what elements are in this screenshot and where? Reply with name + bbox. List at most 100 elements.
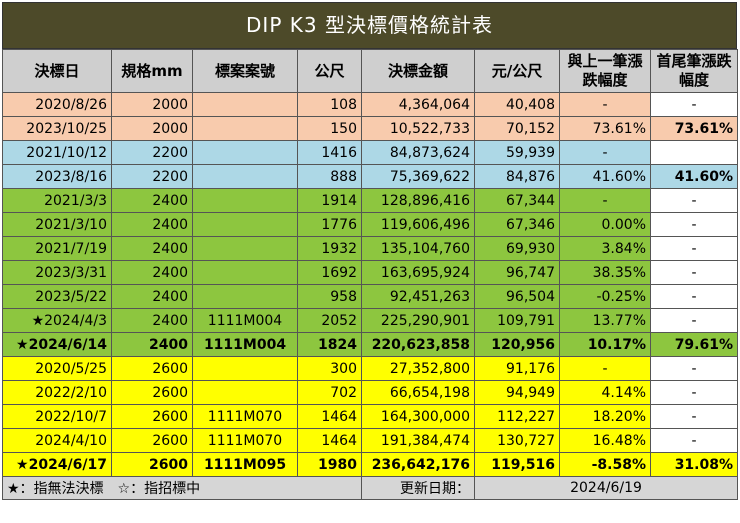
cell-change-prev: -0.25% (559, 284, 651, 309)
cell-spec: 2400 (111, 236, 193, 261)
cell-change-total: - (650, 284, 738, 309)
cell-spec: 2400 (111, 260, 193, 285)
cell-meters: 1824 (297, 332, 362, 357)
table-row: 2021/3/3 2400 1914 128,896,416 67,344- - (2, 188, 738, 213)
cell-date: ★2024/6/17 (2, 452, 112, 477)
table-row: 2020/8/26 2000 108 4,364,064 40,408- - (2, 92, 738, 117)
table-title: DIP K3 型決標價格統計表 (2, 2, 737, 49)
cell-case (192, 188, 298, 213)
cell-date: 2021/3/3 (2, 188, 112, 213)
cell-meters: 1932 (297, 236, 362, 261)
table-body: 2020/8/26 2000 108 4,364,064 40,408- -2023/10… (2, 92, 738, 477)
cell-amount: 163,695,924 (361, 260, 475, 285)
table-row: 2021/3/10 2400 1776 119,606,496 67,346 0.00% - (2, 212, 738, 237)
cell-change-prev: -8.58% (559, 452, 651, 477)
footer-row: ★：指無法決標 ☆：指招標中 更新日期： 2024/6/19 (2, 476, 738, 500)
cell-case: 1111M095 (192, 452, 298, 477)
cell-amount: 66,654,198 (361, 380, 475, 405)
cell-amount: 220,623,858 (361, 332, 475, 357)
cell-per-meter: 120,956 (474, 332, 560, 357)
table-row: 2023/10/25 2000 150 10,522,733 70,152 73.61% 7… (2, 116, 738, 141)
cell-amount: 75,369,622 (361, 164, 475, 189)
cell-change-total: - (650, 260, 738, 285)
cell-amount: 92,451,263 (361, 284, 475, 309)
cell-change-total: - (650, 380, 738, 405)
cell-date: 2023/8/16 (2, 164, 112, 189)
cell-case: 1111M070 (192, 404, 298, 429)
cell-amount: 27,352,800 (361, 356, 475, 381)
cell-change-prev: 38.35% (559, 260, 651, 285)
cell-change-total: 41.60% (650, 164, 738, 189)
cell-amount: 4,364,064 (361, 92, 475, 117)
cell-meters: 1776 (297, 212, 362, 237)
cell-change-prev: 3.84% (559, 236, 651, 261)
cell-amount: 191,384,474 (361, 428, 475, 453)
table-row: 2023/3/31 2400 1692 163,695,924 96,747 38.35%… (2, 260, 738, 285)
cell-spec: 2200 (111, 140, 193, 165)
cell-amount: 10,522,733 (361, 116, 475, 141)
cell-spec: 2600 (111, 428, 193, 453)
cell-per-meter: 119,516 (474, 452, 560, 477)
header-meters: 公尺 (297, 49, 362, 93)
cell-date: 2023/10/25 (2, 116, 112, 141)
cell-case (192, 356, 298, 381)
cell-meters: 108 (297, 92, 362, 117)
update-label: 更新日期： (361, 476, 475, 500)
update-date: 2024/6/19 (474, 476, 738, 500)
cell-spec: 2000 (111, 92, 193, 117)
cell-meters: 300 (297, 356, 362, 381)
cell-change-prev: 41.60% (559, 164, 651, 189)
cell-change-total: - (650, 188, 738, 213)
cell-spec: 2600 (111, 404, 193, 429)
cell-change-total: - (650, 92, 738, 117)
cell-per-meter: 67,346 (474, 212, 560, 237)
cell-date: ★2024/4/3 (2, 308, 112, 333)
header-row: 決標日 規格mm 標案案號 公尺 決標金額 元/公尺 與上一筆漲跌幅度 首尾筆漲… (2, 49, 738, 93)
cell-date: 2021/7/19 (2, 236, 112, 261)
cell-case (192, 92, 298, 117)
header-change-prev: 與上一筆漲跌幅度 (559, 49, 651, 93)
cell-date: 2021/10/12 (2, 140, 112, 165)
cell-date: 2020/8/26 (2, 92, 112, 117)
cell-per-meter: 94,949 (474, 380, 560, 405)
cell-case (192, 260, 298, 285)
table-row: 2020/5/25 2600 300 27,352,800 91,176- - (2, 356, 738, 381)
header-date: 決標日 (2, 49, 112, 93)
table-row: 2024/4/10 2600 1111M070 1464 191,384,474 130,… (2, 428, 738, 453)
cell-per-meter: 96,747 (474, 260, 560, 285)
cell-per-meter: 109,791 (474, 308, 560, 333)
cell-spec: 2400 (111, 188, 193, 213)
cell-case: 1111M004 (192, 332, 298, 357)
cell-date: 2020/5/25 (2, 356, 112, 381)
cell-per-meter: 96,504 (474, 284, 560, 309)
cell-date: 2022/10/7 (2, 404, 112, 429)
table-row: 2023/5/22 2400 958 92,451,263 96,504 -0.25% - (2, 284, 738, 309)
cell-change-prev: - (559, 188, 651, 213)
legend-text: ★：指無法決標 ☆：指招標中 (2, 476, 362, 500)
cell-change-prev: 13.77% (559, 308, 651, 333)
table-row: 2021/10/12 2200 1416 84,873,624 59,939- (2, 140, 738, 165)
cell-spec: 2600 (111, 380, 193, 405)
cell-change-prev: 73.61% (559, 116, 651, 141)
cell-change-total (650, 140, 738, 165)
header-amount: 決標金額 (361, 49, 475, 93)
cell-change-prev: 10.17% (559, 332, 651, 357)
cell-change-total: 73.61% (650, 116, 738, 141)
header-change-total: 首尾筆漲跌幅度 (650, 49, 738, 93)
cell-change-total: - (650, 236, 738, 261)
cell-change-total: - (650, 308, 738, 333)
cell-amount: 236,642,176 (361, 452, 475, 477)
cell-change-prev: - (559, 140, 651, 165)
cell-spec: 2400 (111, 308, 193, 333)
cell-case (192, 140, 298, 165)
header-per-meter: 元/公尺 (474, 49, 560, 93)
cell-per-meter: 91,176 (474, 356, 560, 381)
cell-case: 1111M070 (192, 428, 298, 453)
cell-spec: 2600 (111, 452, 193, 477)
cell-meters: 888 (297, 164, 362, 189)
cell-case: 1111M004 (192, 308, 298, 333)
cell-per-meter: 70,152 (474, 116, 560, 141)
cell-amount: 225,290,901 (361, 308, 475, 333)
cell-change-total: 79.61% (650, 332, 738, 357)
cell-change-prev: 4.14% (559, 380, 651, 405)
